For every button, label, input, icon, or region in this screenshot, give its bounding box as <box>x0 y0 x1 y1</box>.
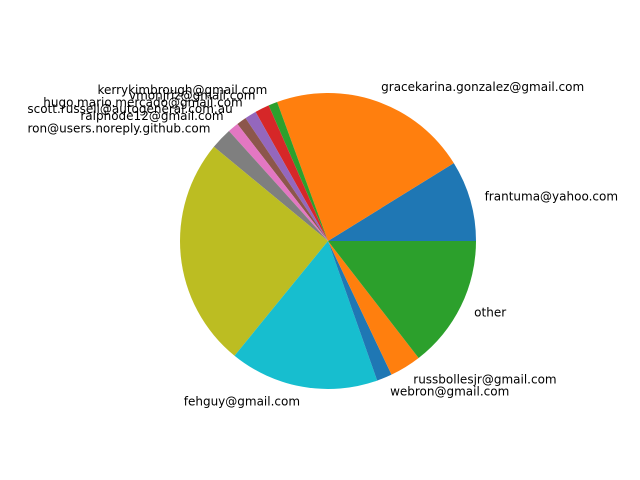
pie-slice-12 <box>328 241 476 358</box>
pie-slice-0 <box>328 163 476 241</box>
pie-label-9: fehguy@gmail.com <box>184 394 300 408</box>
pie-slice-5 <box>237 118 328 241</box>
pie-label-1: gracekarina.gonzalez@gmail.com <box>381 80 584 94</box>
pie-slice-4 <box>245 111 328 242</box>
pie-label-5: scott.russell@autogeneral.com.au <box>27 102 232 116</box>
pie-label-6: ralphode12@gmail.com <box>80 109 223 123</box>
pie-slice-9 <box>234 241 378 390</box>
pie-slice-10 <box>328 241 392 381</box>
pie-label-11: russbollesjr@gmail.com <box>413 373 556 387</box>
pie-label-3: vmonjriz@gmail.com <box>129 88 255 102</box>
pie-labels: frantuma@yahoo.com gracekarina.gonzalez@g… <box>27 80 618 408</box>
pie-slice-6 <box>228 124 328 241</box>
pie-slice-3 <box>255 105 328 242</box>
pie-label-10: webron@gmail.com <box>390 385 509 399</box>
pie-label-7: ron@users.noreply.github.com <box>27 121 210 135</box>
pie-slices <box>180 93 476 390</box>
pie-label-12: other <box>474 306 506 320</box>
pie-label-4: hugo.mario.mercado@gmail.com <box>43 95 242 109</box>
pie-slice-7 <box>213 131 328 241</box>
pie-slice-8 <box>180 146 328 356</box>
pie-label-2: kerrykimbrough@gmail.com <box>97 83 267 97</box>
pie-slice-11 <box>328 241 419 375</box>
pie-slice-2 <box>268 102 328 241</box>
pie-label-0: frantuma@yahoo.com <box>485 189 618 203</box>
pie-slice-1 <box>277 93 454 241</box>
